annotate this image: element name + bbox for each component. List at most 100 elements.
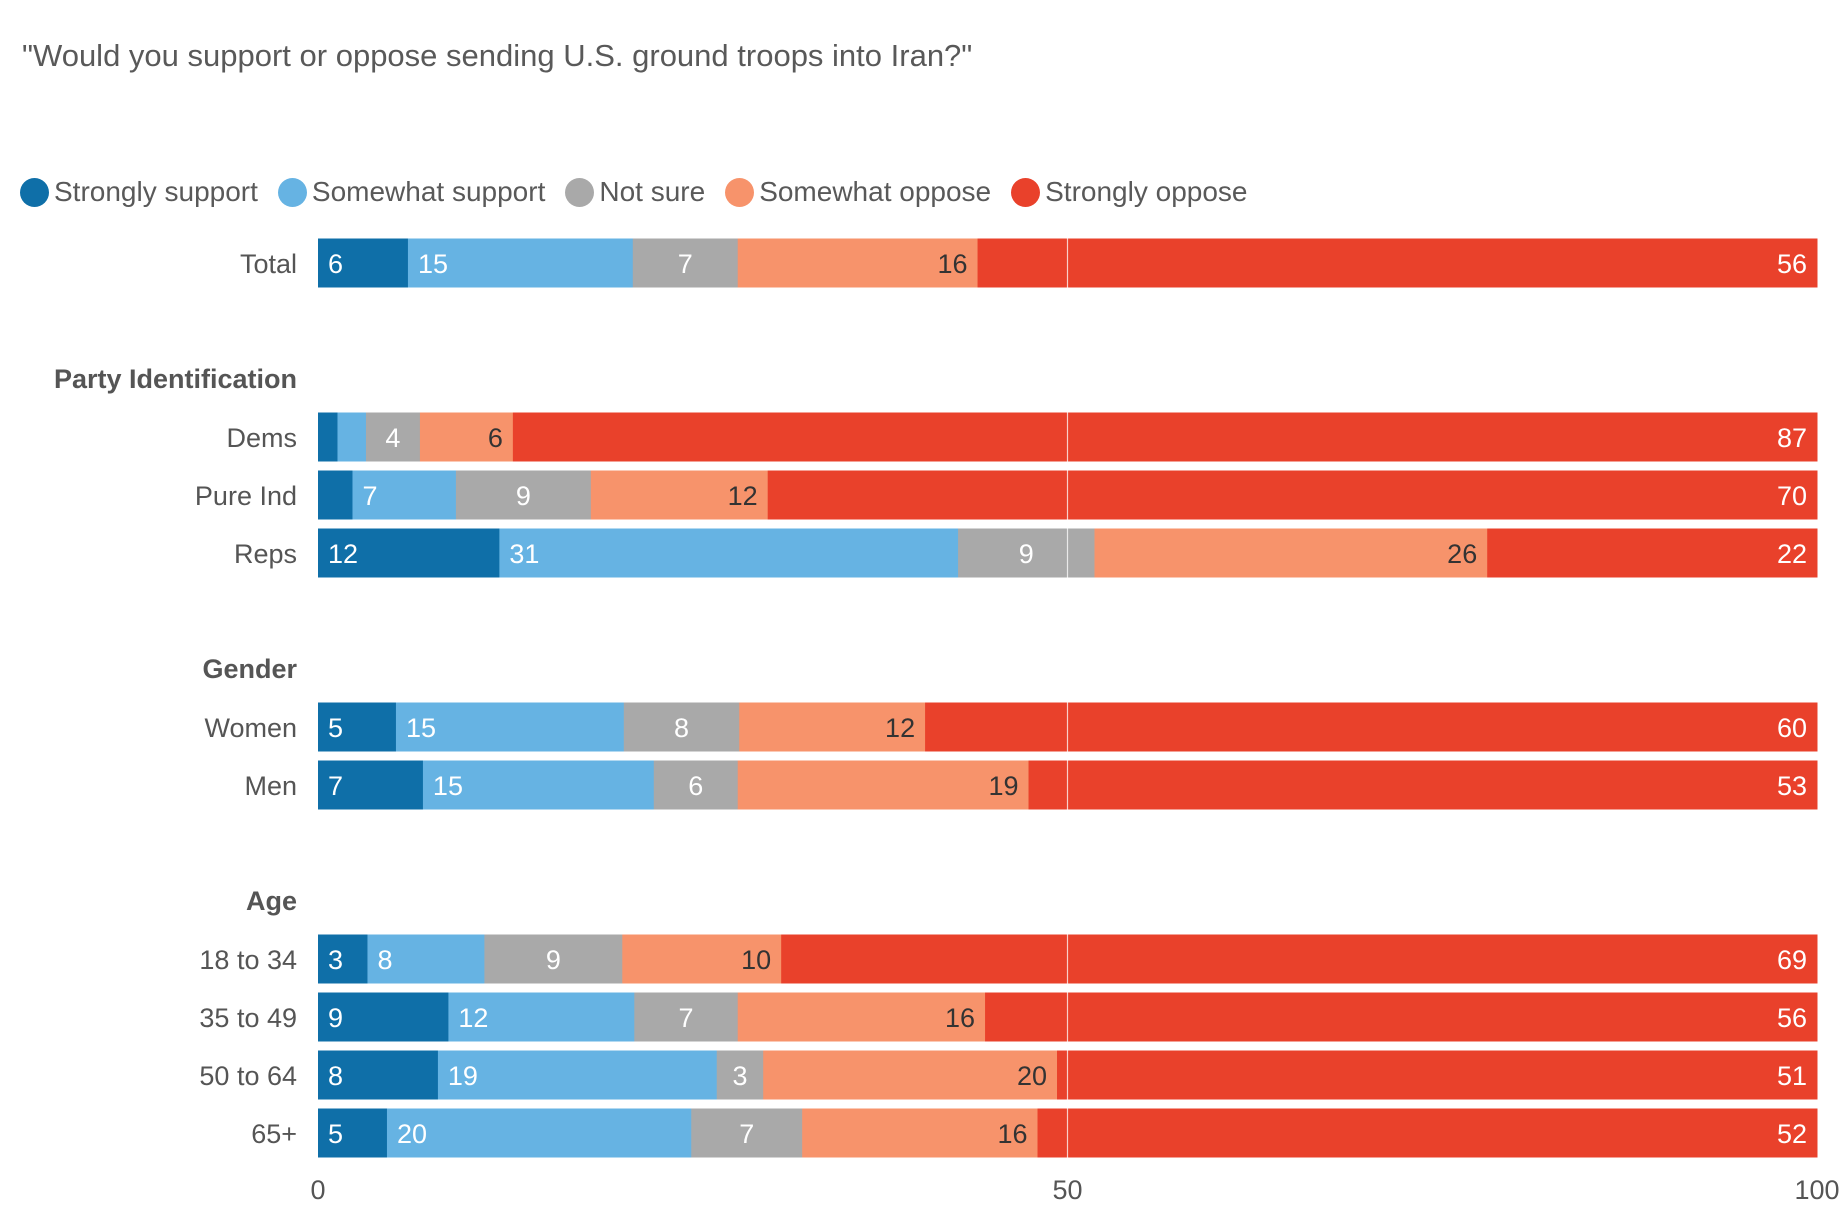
- data-label: 7: [362, 481, 377, 511]
- bar-segment-strongly-oppose: [1028, 760, 1818, 810]
- data-label: 51: [1777, 1061, 1807, 1091]
- data-label: 19: [988, 771, 1018, 801]
- category-label: 65+: [251, 1119, 297, 1149]
- bar-segment-somewhat-oppose: [763, 1050, 1058, 1100]
- data-label: 12: [728, 481, 758, 511]
- bar-segment-somewhat-oppose: [737, 238, 979, 288]
- bar-segment-strongly-support: [318, 470, 353, 520]
- bar-segment-not-sure: [632, 238, 739, 288]
- bar-segment-not-sure: [634, 992, 739, 1042]
- bar-segment-strongly-oppose: [985, 992, 1818, 1042]
- bar-segment-strongly-support: [318, 528, 500, 578]
- legend-label: Strongly support: [54, 176, 258, 207]
- data-label: 15: [433, 771, 463, 801]
- data-label: 3: [328, 945, 343, 975]
- category-label: 50 to 64: [199, 1061, 297, 1091]
- bar-segment-somewhat-support: [395, 702, 625, 752]
- legend-item-somewhat-oppose: Somewhat oppose: [725, 176, 991, 208]
- data-label: 26: [1447, 539, 1477, 569]
- bar-segment-somewhat-oppose: [622, 934, 782, 984]
- data-label: 10: [741, 945, 771, 975]
- bar-segment-strongly-oppose: [512, 412, 1818, 462]
- data-label: 53: [1777, 771, 1807, 801]
- data-label: 16: [938, 249, 968, 279]
- legend-label: Not sure: [599, 176, 706, 207]
- chart-title: "Would you support or oppose sending U.S…: [22, 38, 973, 73]
- bar-segment-not-sure: [365, 412, 421, 462]
- data-label: 6: [328, 249, 343, 279]
- legend-item-not-sure: Not sure: [565, 176, 705, 208]
- legend-dot-icon: [565, 177, 595, 207]
- data-label: 7: [678, 249, 693, 279]
- bar-segment-strongly-support: [318, 1050, 439, 1100]
- bar-segment-not-sure: [623, 702, 740, 752]
- category-label: Total: [240, 249, 297, 279]
- legend: Strongly support Somewhat support Not sure…: [20, 176, 1267, 208]
- bar-segment-somewhat-oppose: [739, 702, 926, 752]
- bar-segment-somewhat-oppose: [737, 760, 1030, 810]
- data-label: 69: [1777, 945, 1807, 975]
- legend-dot-icon: [20, 177, 49, 207]
- bar-segment-somewhat-oppose: [737, 992, 986, 1042]
- data-label: 20: [397, 1119, 427, 1149]
- data-label: 31: [509, 539, 539, 569]
- data-label: 8: [377, 945, 392, 975]
- category-label: Women: [204, 713, 297, 743]
- bar-segment-somewhat-oppose: [590, 470, 769, 520]
- data-label: 7: [739, 1119, 754, 1149]
- bar-segment-strongly-oppose: [925, 702, 1818, 752]
- x-tick-label: 50: [1052, 1175, 1082, 1205]
- x-tick-label: 100: [1794, 1175, 1839, 1205]
- data-label: 12: [458, 1003, 488, 1033]
- bar-segment-somewhat-support: [422, 760, 655, 810]
- legend-dot-icon: [277, 177, 307, 207]
- data-label: 7: [678, 1003, 693, 1033]
- bar-segment-strongly-oppose: [781, 934, 1818, 984]
- data-label: 7: [328, 771, 343, 801]
- bars: [318, 238, 1818, 1158]
- bar-segment-somewhat-support: [499, 528, 959, 578]
- bar-segment-strongly-support: [318, 934, 368, 984]
- bar-segment-strongly-support: [318, 702, 397, 752]
- data-label: 8: [328, 1061, 343, 1091]
- bar-segment-not-sure: [484, 934, 623, 984]
- data-label: 56: [1777, 1003, 1807, 1033]
- legend-item-strongly-oppose: Strongly oppose: [1011, 176, 1247, 208]
- bar-segment-somewhat-support: [407, 238, 634, 288]
- legend-item-somewhat-support: Somewhat support: [277, 176, 546, 208]
- legend-dot-icon: [1011, 177, 1041, 207]
- data-label: 15: [418, 249, 448, 279]
- data-label: 70: [1777, 481, 1807, 511]
- data-label: 3: [732, 1061, 747, 1091]
- data-label: 87: [1777, 423, 1807, 453]
- bar-segment-somewhat-oppose: [1094, 528, 1488, 578]
- data-label: 9: [546, 945, 561, 975]
- data-label: 20: [1017, 1061, 1047, 1091]
- category-label: Pure Ind: [195, 481, 297, 511]
- data-label: 60: [1777, 713, 1807, 743]
- data-label: 9: [1019, 539, 1034, 569]
- group-heading: Age: [246, 886, 297, 916]
- category-label: Reps: [234, 539, 297, 569]
- bar-segment-strongly-oppose: [1057, 1050, 1818, 1100]
- bar-segment-strongly-support: [318, 412, 338, 462]
- legend-item-strongly-support: Strongly support: [20, 176, 258, 208]
- bar-segment-somewhat-oppose: [419, 412, 514, 462]
- bar-segment-somewhat-oppose: [802, 1108, 1039, 1158]
- data-label: 19: [448, 1061, 478, 1091]
- data-label: 12: [885, 713, 915, 743]
- data-label: 52: [1777, 1119, 1807, 1149]
- data-label: 6: [488, 423, 503, 453]
- bar-segment-strongly-oppose: [1487, 528, 1818, 578]
- bar-segment-somewhat-support: [367, 934, 485, 984]
- legend-label: Somewhat support: [311, 176, 546, 207]
- bar-segment-not-sure: [958, 528, 1095, 578]
- bar-segment-somewhat-support: [386, 1108, 692, 1158]
- bar-segment-strongly-oppose: [767, 470, 1818, 520]
- data-label: 4: [385, 423, 400, 453]
- data-label: 9: [328, 1003, 343, 1033]
- x-tick-label: 0: [310, 1175, 325, 1205]
- bar-segment-not-sure: [691, 1108, 803, 1158]
- data-label: 56: [1777, 249, 1807, 279]
